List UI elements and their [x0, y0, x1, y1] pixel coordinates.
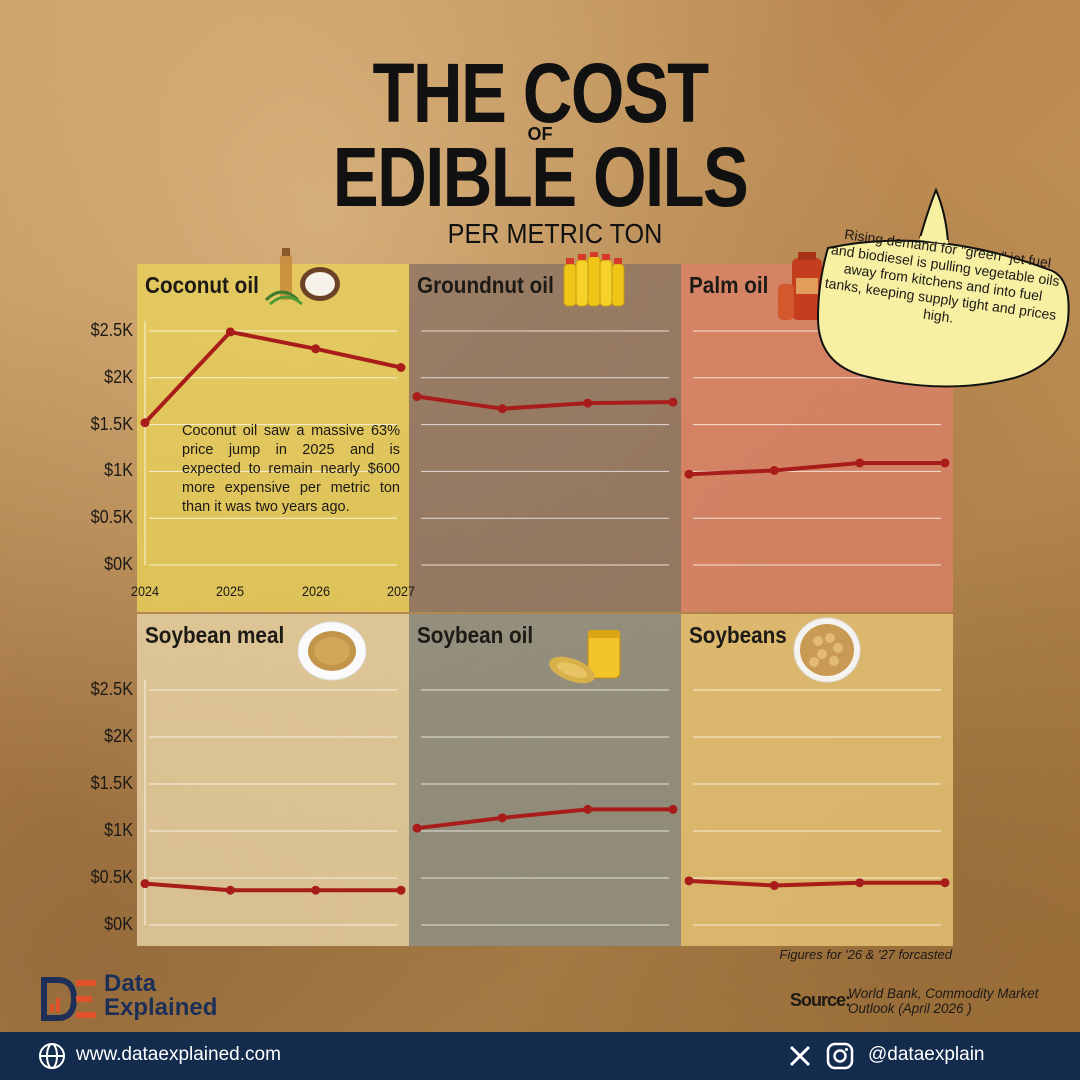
- panel-title-palm-oil: Palm oil: [689, 272, 769, 298]
- y-tick-label: $2.5K: [90, 679, 133, 699]
- data-point-palm-oil: [769, 465, 779, 475]
- data-point-groundnut-oil: [668, 397, 678, 407]
- y-tick-label: $1.5K: [90, 413, 133, 434]
- data-point-soybean-oil: [497, 813, 507, 823]
- data-point-soybean-meal: [311, 885, 321, 895]
- title-line-1: THE COST: [372, 46, 709, 140]
- series-line-soybean-meal: [144, 881, 401, 893]
- panel-soybean-oil: [409, 614, 681, 946]
- soybean-oil-icon: [549, 630, 621, 684]
- data-point-soybean-meal: [140, 879, 150, 889]
- y-tick-label: $1.5K: [90, 773, 133, 793]
- series-line-palm-oil: [688, 460, 945, 477]
- globe-icon: [39, 1043, 65, 1069]
- data-point-groundnut-oil: [583, 398, 593, 408]
- panel-title-soybean-oil: Soybean oil: [417, 622, 534, 648]
- soybeans-bowl-icon: [793, 617, 861, 683]
- series-line-groundnut-oil: [416, 394, 674, 411]
- panel-groundnut-oil: [409, 264, 681, 612]
- y-tick-label: $0K: [104, 554, 133, 574]
- source-label: Source:: [790, 990, 851, 1010]
- panel-title-coconut-oil: Coconut oil: [145, 272, 259, 298]
- data-point-coconut-oil: [140, 418, 150, 428]
- data-point-soybean-oil: [412, 823, 422, 833]
- series-line-soybeans: [688, 878, 945, 888]
- data-point-soybean-meal: [225, 885, 235, 895]
- series-line-coconut-oil: [143, 329, 402, 425]
- data-point-coconut-oil: [396, 363, 406, 373]
- data-point-coconut-oil: [225, 327, 235, 337]
- y-tick-label: $0K: [104, 914, 133, 934]
- x-tick-label: 2024: [130, 583, 160, 599]
- data-point-soybean-oil: [668, 804, 678, 814]
- oil-bottles-icon: [563, 252, 625, 307]
- data-point-palm-oil: [684, 469, 694, 479]
- title-line-2: EDIBLE OILS: [332, 130, 749, 224]
- x-tick-label: 2025: [216, 583, 245, 599]
- coconut-annotation: Coconut oil saw a massive 63% price jump…: [182, 423, 400, 515]
- x-tick-label: 2026: [301, 583, 330, 599]
- panel-title-soybean-meal: Soybean meal: [145, 622, 285, 648]
- data-point-soybeans: [855, 878, 865, 888]
- source: Source: World Bank, Commodity Market Out…: [790, 986, 1060, 1026]
- subtitle: PER METRIC TON: [447, 218, 663, 249]
- brand-logo-icon: [41, 977, 96, 1021]
- data-point-groundnut-oil: [497, 404, 507, 414]
- brand-name-line-2: Explained: [104, 994, 218, 1021]
- panel-title-groundnut-oil: Groundnut oil: [417, 272, 554, 298]
- x-logo-icon[interactable]: [788, 1044, 812, 1068]
- y-tick-label: $2K: [104, 726, 133, 746]
- website-link[interactable]: www.dataexplained.com: [76, 1044, 281, 1065]
- series-line-soybean-oil: [416, 807, 673, 831]
- data-point-soybeans: [684, 876, 694, 886]
- coconut-icon: [264, 248, 340, 306]
- y-tick-label: $2K: [104, 366, 133, 387]
- data-point-soybean-oil: [583, 804, 593, 814]
- source-text: World Bank, Commodity Market Outlook (Ap…: [848, 986, 1039, 1016]
- y-tick-label: $1K: [104, 460, 133, 481]
- soybean-meal-bowl-icon: [297, 621, 367, 681]
- data-point-soybeans: [769, 881, 779, 891]
- forecast-note: Figures for '26 & '27 forcasted: [779, 947, 952, 962]
- data-point-palm-oil: [855, 458, 865, 468]
- y-tick-label: $0.5K: [90, 867, 133, 887]
- data-point-groundnut-oil: [412, 392, 422, 402]
- speech-bubble: [816, 187, 1070, 388]
- data-point-coconut-oil: [311, 344, 321, 354]
- social-handle[interactable]: @dataexplain: [868, 1044, 985, 1065]
- panel-coconut-oil: [137, 264, 409, 612]
- title-of: OF: [527, 124, 553, 144]
- footer-bar: www.dataexplained.com @dataexplain: [0, 1032, 1080, 1080]
- data-point-soybean-meal: [396, 885, 406, 895]
- y-tick-label: $1K: [104, 820, 133, 840]
- panel-title-soybeans: Soybeans: [689, 622, 787, 648]
- palm-oil-jar-icon: [778, 252, 822, 320]
- brand-logo: Data Explained: [40, 970, 250, 1025]
- y-tick-label: $2.5K: [90, 320, 133, 340]
- data-point-soybeans: [940, 878, 950, 888]
- y-tick-label: $0.5K: [90, 507, 133, 528]
- x-tick-label: 2027: [386, 583, 416, 599]
- data-point-palm-oil: [940, 458, 950, 468]
- brand-name-line-1: Data: [104, 970, 157, 997]
- instagram-icon[interactable]: [826, 1042, 854, 1070]
